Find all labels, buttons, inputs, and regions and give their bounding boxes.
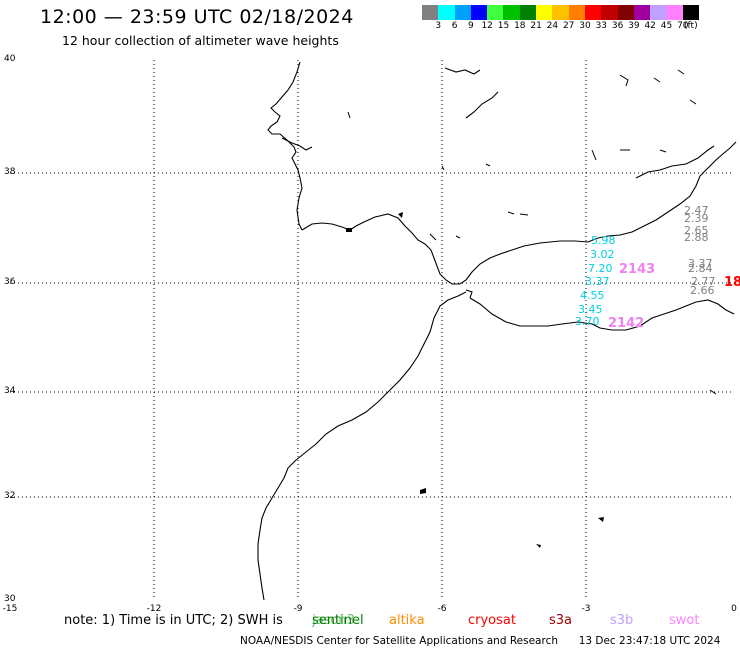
color-legend-swatch <box>454 5 471 20</box>
lon-tick-label: -9 <box>294 604 303 614</box>
color-legend-labels: 3 6 9 12 15 18 21 24 27 30 33 36 39 42 45 70 (ft) <box>422 21 740 33</box>
lon-tick-label: 0 <box>731 604 737 614</box>
color-legend-label: 21 <box>530 21 542 31</box>
color-legend-swatch <box>470 5 488 20</box>
graticule <box>10 60 734 600</box>
footer-credit: NOAA/NESDIS Center for Satellite Applica… <box>240 635 558 647</box>
lon-tick-label: -15 <box>3 604 18 614</box>
pass-label: 2143 <box>619 262 655 277</box>
color-legend-label: 9 <box>468 21 474 31</box>
pass-label: 18 <box>724 275 740 290</box>
color-legend-label: 24 <box>546 21 559 31</box>
lat-tick-label: 38 <box>4 167 16 177</box>
color-legend-swatch <box>503 5 520 20</box>
color-legend-label: 33 <box>595 21 608 31</box>
satellite-legend-item: cryosat <box>468 613 516 628</box>
lon-tick-label: -6 <box>438 604 447 614</box>
color-legend-swatch <box>682 5 700 20</box>
swh-value-gray: 2.66 <box>690 284 715 297</box>
swh-value-gray: 2.39 <box>684 212 709 225</box>
color-legend-label: 3 <box>435 21 442 31</box>
satellite-legend-item: swot <box>669 613 700 628</box>
lat-tick-label: 30 <box>4 594 16 604</box>
color-legend-label: 36 <box>611 21 624 31</box>
footer-timestamp: 13 Dec 23:47:18 UTC 2024 <box>578 635 721 647</box>
color-legend-label: 30 <box>579 21 591 31</box>
swh-value-gray: 2.84 <box>688 262 713 275</box>
color-legend-swatch <box>422 5 439 20</box>
map-title: 12:00 — 23:59 UTC 02/18/2024 <box>40 6 354 28</box>
swh-value-cyan: 3.02 <box>590 248 615 261</box>
color-legend-swatch <box>519 5 537 20</box>
swh-value-gray: 2.47 <box>684 204 709 217</box>
satellite-legend-item: altika <box>389 613 425 628</box>
lat-tick-label: 34 <box>4 386 16 396</box>
map-subtitle: 12 hour collection of altimeter wave hei… <box>62 33 339 48</box>
legend-jason-overlap: jason3 <box>312 613 355 628</box>
color-legend-label: (ft) <box>684 21 698 31</box>
satellite-legend-item: s3a <box>549 613 573 628</box>
lat-tick-label: 40 <box>4 54 16 64</box>
color-legend-label: 39 <box>628 21 640 31</box>
color-legend-swatch <box>568 5 585 20</box>
axis-tick-labels: -15 -12 -9 -6 -3 0 40 38 36 34 32 30 <box>3 54 737 614</box>
color-legend-swatch <box>536 5 553 20</box>
color-legend-swatch <box>633 5 651 20</box>
swh-value-cyan: 3.45 <box>578 303 603 316</box>
pass-label: 2142 <box>608 316 644 331</box>
wave-height-observations: 5.983.027.203.374.553.453.702.472.392.65… <box>575 204 740 331</box>
satellite-legend-item: sentinel <box>312 613 364 628</box>
color-legend-swatch <box>487 5 504 20</box>
satellite-legend-item: s3b <box>610 613 634 628</box>
swh-value-gray: 2.65 <box>684 224 709 237</box>
lon-tick-label: -3 <box>582 604 591 614</box>
color-legend-label: 70 <box>677 21 689 31</box>
islands <box>346 212 604 548</box>
color-legend-swatch <box>666 5 683 20</box>
lat-tick-label: 36 <box>4 277 16 287</box>
coastline <box>257 61 737 601</box>
swh-value-gray: 2.88 <box>684 231 709 244</box>
color-legend-label: 27 <box>562 21 575 31</box>
islands-outline <box>347 69 717 395</box>
color-legend-label: 18 <box>514 21 526 31</box>
color-legend-label: 12 <box>481 21 493 31</box>
color-legend-swatch <box>584 5 602 20</box>
color-legend-label: 6 <box>451 21 458 31</box>
lat-tick-label: 32 <box>4 491 15 501</box>
swh-value-cyan: 5.98 <box>591 234 616 247</box>
swh-value-cyan: 7.20 <box>588 262 613 275</box>
color-legend-label: 15 <box>497 21 510 31</box>
color-legend-swatch <box>650 5 667 20</box>
legend-note-text: note: 1) Time is in UTC; 2) SWH is <box>64 613 283 628</box>
footer: NOAA/NESDIS Center for Satellite Applica… <box>240 635 720 647</box>
swh-value-gray: 2.77 <box>691 275 716 288</box>
legend-note: note: 1) Time is in UTC; 2) SWH is <box>64 613 283 628</box>
color-legend-swatch <box>438 5 455 20</box>
swh-value-cyan: 3.37 <box>585 275 610 288</box>
color-legend-swatch <box>617 5 634 20</box>
color-legend <box>422 5 700 20</box>
color-legend-label: 45 <box>660 21 673 31</box>
color-legend-swatch <box>601 5 618 20</box>
swh-value-cyan: 4.55 <box>580 289 605 302</box>
swh-value-gray: 3.37 <box>688 257 713 270</box>
color-legend-swatch <box>552 5 569 20</box>
lon-tick-label: -12 <box>147 604 162 614</box>
swh-value-cyan: 3.70 <box>575 315 600 328</box>
color-legend-label: 42 <box>644 21 656 31</box>
